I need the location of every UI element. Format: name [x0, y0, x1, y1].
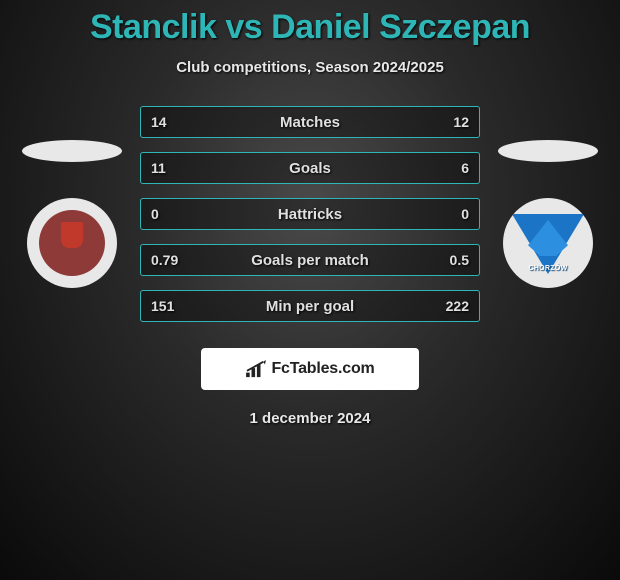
vs-text: vs: [225, 8, 262, 46]
player2-name: Daniel Szczepan: [271, 8, 530, 46]
stats-column: 14 Matches 12 11 Goals 6 0 Hattricks 0 0.79 Goals …: [140, 106, 480, 322]
stat-bar-goals-per-match: 0.79 Goals per match 0.5: [140, 244, 480, 276]
stat-label: Goals per match: [251, 252, 369, 269]
stat-left-value: 151: [151, 298, 174, 314]
right-column: CHORZÓW: [498, 140, 598, 288]
player2-silhouette: [498, 140, 598, 162]
stat-right-value: 0.5: [450, 252, 469, 268]
left-club-crest: [27, 198, 117, 288]
player1-name: Stanclik: [90, 8, 216, 46]
comparison-row: 14 Matches 12 11 Goals 6 0 Hattricks 0 0.79 Goals …: [0, 106, 620, 322]
stat-right-value: 12: [453, 114, 469, 130]
stat-label: Hattricks: [278, 206, 342, 223]
stat-label: Matches: [280, 114, 340, 131]
stat-bar-matches: 14 Matches 12: [140, 106, 480, 138]
right-crest-label: CHORZÓW: [503, 265, 593, 272]
page-title: Stanclik vs Daniel Szczepan: [0, 0, 620, 47]
fctables-icon: [245, 360, 267, 378]
stat-bar-hattricks: 0 Hattricks 0: [140, 198, 480, 230]
stat-left-value: 14: [151, 114, 167, 130]
stat-right-value: 0: [461, 206, 469, 222]
left-crest-inner: [39, 210, 105, 276]
stat-left-value: 11: [151, 160, 166, 176]
stat-left-value: 0.79: [151, 252, 178, 268]
fctables-text: FcTables.com: [271, 360, 374, 378]
right-club-crest: CHORZÓW: [503, 198, 593, 288]
player1-silhouette: [22, 140, 122, 162]
stat-right-value: 222: [446, 298, 469, 314]
stat-right-value: 6: [461, 160, 469, 176]
source-logo: FcTables.com: [201, 348, 419, 390]
stat-label: Goals: [289, 160, 331, 177]
stat-label: Min per goal: [266, 298, 354, 315]
stat-bar-goals: 11 Goals 6: [140, 152, 480, 184]
stat-bar-min-per-goal: 151 Min per goal 222: [140, 290, 480, 322]
subtitle: Club competitions, Season 2024/2025: [0, 59, 620, 76]
snapshot-date: 1 december 2024: [0, 410, 620, 427]
left-column: [22, 140, 122, 288]
stat-left-value: 0: [151, 206, 159, 222]
